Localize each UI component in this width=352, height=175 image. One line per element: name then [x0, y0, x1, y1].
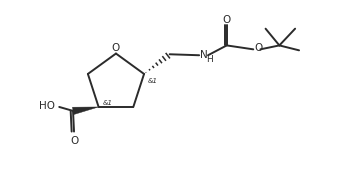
Polygon shape	[73, 107, 99, 115]
Text: N: N	[200, 50, 207, 60]
Text: HO: HO	[39, 102, 55, 111]
Text: O: O	[112, 43, 120, 53]
Text: H: H	[207, 55, 213, 64]
Text: O: O	[70, 136, 78, 146]
Text: O: O	[222, 15, 231, 25]
Text: &1: &1	[148, 78, 158, 84]
Text: O: O	[254, 43, 263, 53]
Text: &1: &1	[102, 100, 113, 106]
